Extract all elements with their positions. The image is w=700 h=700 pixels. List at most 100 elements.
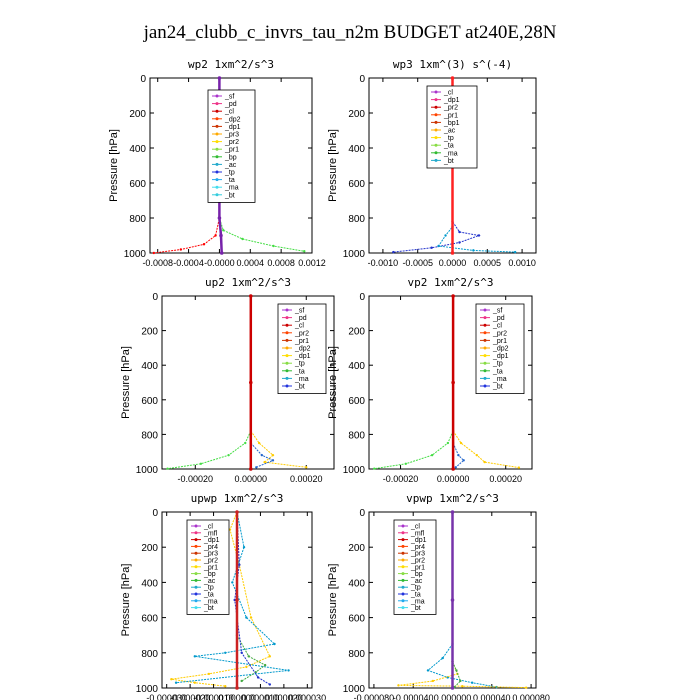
- legend-label: _tp: [224, 170, 235, 177]
- legend-label: _dp2: [294, 346, 311, 353]
- x-tick-label: 0.0000: [439, 258, 467, 268]
- y-axis-label: Pressure [hPa]: [108, 129, 120, 202]
- legend-marker: [401, 558, 405, 562]
- y-axis-label: Pressure [hPa]: [120, 564, 132, 637]
- legend-label: _ma: [203, 598, 218, 605]
- legend-label: _tp: [492, 361, 503, 368]
- legend-marker: [401, 606, 405, 610]
- x-tick-label: 0.00000: [437, 474, 470, 484]
- series-point: [451, 467, 455, 471]
- series-point: [202, 243, 206, 246]
- legend-marker: [483, 338, 487, 342]
- x-tick-label: 0.000030: [289, 693, 327, 700]
- x-tick-label: -0.0010: [368, 258, 399, 268]
- y-tick-label: 800: [348, 430, 365, 441]
- series-point: [462, 459, 465, 462]
- y-tick-label: 0: [140, 74, 146, 85]
- series-point: [477, 234, 481, 237]
- series-point: [245, 616, 248, 619]
- legend-label: _ac: [443, 128, 456, 135]
- x-tick-label: 0.0012: [298, 258, 326, 268]
- legend-marker: [434, 158, 438, 162]
- y-tick-label: 400: [348, 361, 365, 372]
- series-point: [241, 237, 244, 241]
- legend-marker: [434, 128, 438, 132]
- x-tick-label: -0.000010: [193, 693, 234, 700]
- legend-label: _pr2: [410, 558, 425, 565]
- x-tick-label: -0.0008: [142, 258, 173, 268]
- legend-label: _ac: [203, 578, 216, 585]
- x-tick-label: -0.000080: [354, 693, 395, 700]
- y-tick-label: 0: [359, 292, 365, 303]
- y-tick-label: 1000: [343, 249, 366, 260]
- y-tick-label: 0: [359, 74, 365, 85]
- legend-label: _pr1: [492, 338, 507, 345]
- chart-title: upwp 1xm^2/s^3: [191, 492, 284, 505]
- series-point: [430, 246, 433, 249]
- series-point: [255, 466, 258, 469]
- legend-marker: [215, 124, 219, 128]
- legend-marker: [285, 376, 289, 380]
- legend-marker: [194, 538, 198, 542]
- legend-label: _dp1: [443, 97, 460, 104]
- y-tick-label: 400: [348, 578, 365, 589]
- legend-marker: [434, 120, 438, 124]
- legend-label: _bp: [203, 571, 216, 578]
- y-tick-label: 800: [129, 214, 146, 225]
- legend-label: _cl: [443, 90, 453, 97]
- y-tick-label: 200: [141, 327, 158, 338]
- legend-label: _cl: [492, 323, 502, 330]
- series-point: [242, 546, 246, 549]
- x-tick-label: -0.00020: [178, 474, 214, 484]
- legend-label: _ac: [410, 578, 423, 585]
- legend: _sf_pd_cl_pr2_pr1_dp2_dp1_tp_ta_ma_bt: [475, 303, 525, 394]
- series-point: [475, 453, 478, 457]
- legend-label: _pd: [294, 315, 307, 322]
- series-point: [450, 686, 455, 690]
- y-tick-label: 200: [141, 543, 158, 554]
- series-point: [273, 642, 276, 646]
- legend-label: _bt: [294, 384, 305, 391]
- legend-marker: [285, 384, 289, 388]
- legend-marker: [401, 599, 405, 603]
- legend-marker: [194, 565, 198, 569]
- legend-marker: [215, 109, 219, 113]
- legend-label: _pr2: [443, 105, 458, 112]
- legend-label: _dp1: [492, 353, 509, 360]
- series-point: [373, 467, 376, 470]
- x-tick-label: -0.0004: [173, 258, 204, 268]
- legend-label: _pr3: [410, 551, 425, 558]
- legend-label: _bt: [224, 192, 235, 199]
- series-point: [256, 676, 260, 679]
- x-tick-label: 0.00020: [489, 474, 522, 484]
- y-tick-label: 1000: [343, 465, 366, 476]
- series-point: [260, 453, 264, 457]
- series-point: [450, 251, 455, 255]
- legend-label: _ta: [492, 368, 503, 375]
- chart-panel-4: vp2 1xm^2/s^3 Pressure [hPa] 0 200 400 600 800…: [327, 276, 533, 484]
- x-tick-label: -0.00020: [383, 474, 419, 484]
- legend-marker: [194, 544, 198, 548]
- series-point: [170, 678, 173, 681]
- y-tick-label: 600: [348, 396, 365, 407]
- legend-marker: [285, 354, 289, 358]
- series-point: [235, 510, 239, 514]
- legend-label: _ma: [410, 598, 425, 605]
- legend-label: _dp1: [410, 537, 427, 544]
- x-tick-label: 0.0005: [474, 258, 502, 268]
- legend-label: _pr1: [443, 112, 458, 119]
- legend-label: _ta: [224, 177, 235, 184]
- legend-label: _dp2: [224, 116, 241, 123]
- series-point: [392, 250, 395, 254]
- legend-box: [207, 89, 256, 203]
- legend-marker: [483, 384, 487, 388]
- series-point: [472, 249, 475, 252]
- series-point: [235, 686, 239, 690]
- legend-label: _tp: [443, 135, 454, 142]
- legend-label: _pr3: [203, 551, 218, 558]
- y-axis-label: Pressure [hPa]: [327, 346, 339, 419]
- legend-marker: [483, 316, 487, 320]
- legend-marker: [401, 572, 405, 576]
- legend: _cl_dp1_pr2_pr1_bp1_ac_tp_ta_ma_bt: [426, 85, 478, 169]
- series-point: [263, 460, 266, 464]
